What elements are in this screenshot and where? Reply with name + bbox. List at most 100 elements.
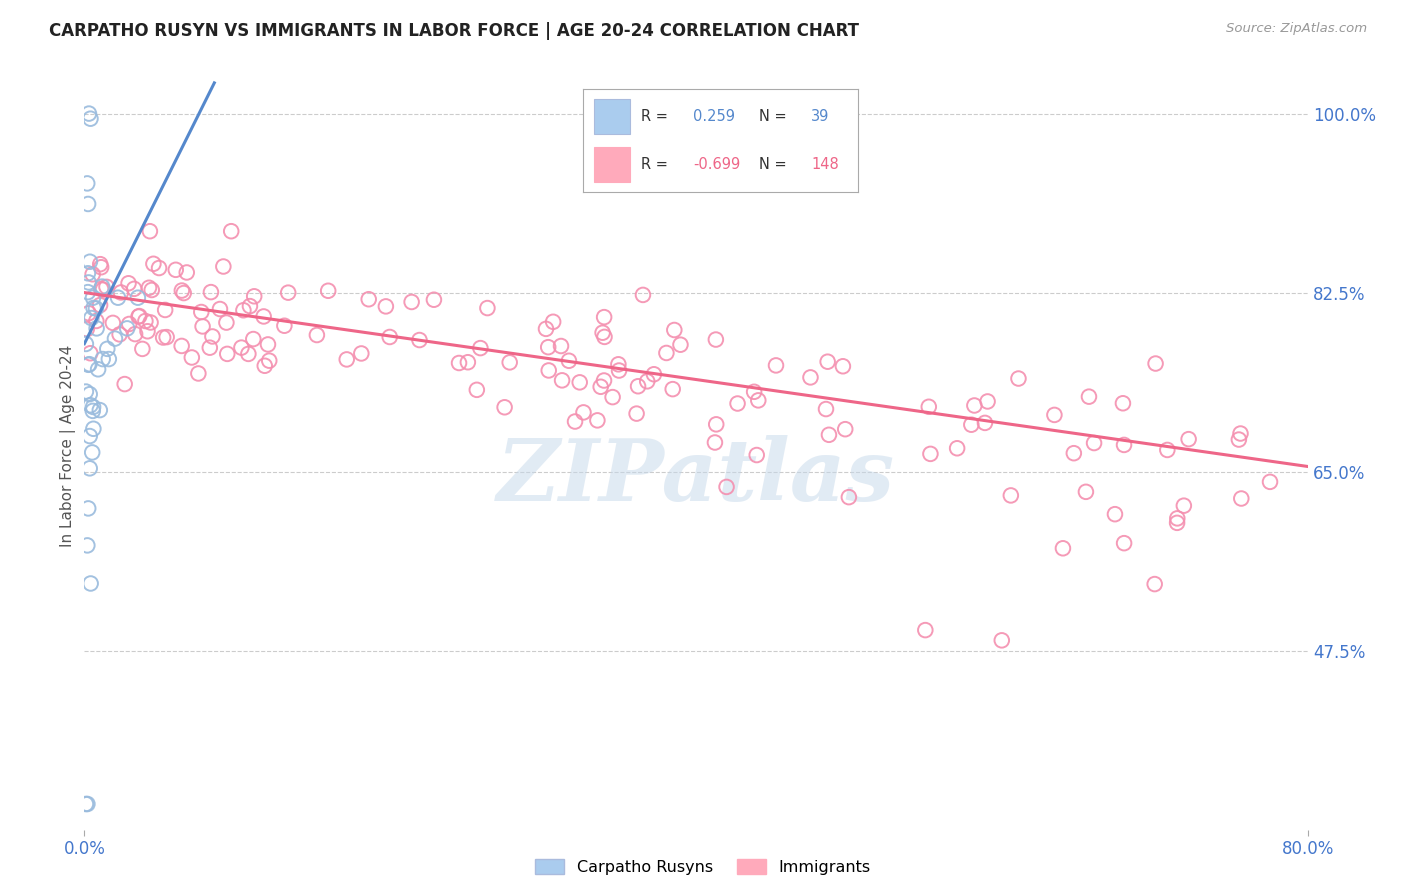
Point: [1230, 491, 1253, 506]
Point: [465, 383, 488, 397]
Point: [963, 399, 986, 413]
Point: [643, 368, 665, 382]
Point: [946, 442, 969, 456]
Point: [257, 353, 280, 368]
Point: [180, 351, 202, 365]
Point: [91, 352, 114, 367]
Point: [814, 402, 837, 417]
Point: [77, 197, 100, 211]
Point: [231, 341, 253, 355]
Point: [745, 448, 768, 462]
Point: [243, 289, 266, 303]
Point: [170, 339, 193, 353]
Point: [1229, 426, 1251, 441]
Point: [124, 327, 146, 342]
Point: [77, 358, 100, 372]
Point: [90, 282, 112, 296]
Point: [572, 405, 595, 419]
Point: [838, 490, 860, 504]
Point: [212, 260, 235, 274]
Point: [960, 417, 983, 432]
Point: [80, 311, 103, 326]
Point: [136, 324, 159, 338]
Point: [170, 284, 193, 298]
Point: [568, 376, 591, 390]
Point: [1166, 511, 1188, 525]
Point: [1078, 390, 1101, 404]
Point: [79, 576, 101, 591]
Point: [118, 317, 141, 331]
Point: [198, 341, 221, 355]
Point: [253, 359, 276, 373]
Point: [589, 380, 612, 394]
Text: N =: N =: [759, 110, 786, 124]
Point: [273, 318, 295, 333]
Point: [82, 445, 104, 459]
Point: [1007, 371, 1029, 385]
Point: [661, 382, 683, 396]
Point: [173, 286, 195, 301]
Point: [1143, 577, 1166, 591]
Point: [1112, 438, 1135, 452]
Point: [165, 262, 187, 277]
Point: [134, 314, 156, 328]
Text: R =: R =: [641, 157, 668, 171]
Text: N =: N =: [759, 157, 786, 171]
Point: [86, 314, 108, 328]
Point: [457, 355, 479, 369]
Text: 148: 148: [811, 157, 839, 171]
Point: [669, 337, 692, 351]
Point: [128, 309, 150, 323]
Point: [550, 339, 572, 353]
Point: [75, 337, 97, 351]
Point: [408, 333, 430, 347]
Point: [704, 333, 727, 347]
Point: [336, 352, 359, 367]
Point: [1156, 442, 1178, 457]
Point: [1258, 475, 1281, 489]
Y-axis label: In Labor Force | Age 20-24: In Labor Force | Age 20-24: [60, 345, 76, 547]
Text: CARPATHO RUSYN VS IMMIGRANTS IN LABOR FORCE | AGE 20-24 CORRELATION CHART: CARPATHO RUSYN VS IMMIGRANTS IN LABOR FO…: [49, 22, 859, 40]
Point: [534, 322, 557, 336]
Point: [208, 301, 231, 316]
Point: [920, 447, 942, 461]
Point: [217, 347, 239, 361]
Point: [277, 285, 299, 300]
Point: [82, 404, 104, 418]
Point: [219, 224, 242, 238]
Point: [83, 301, 105, 315]
Point: [716, 480, 738, 494]
Point: [1083, 436, 1105, 450]
Point: [79, 429, 101, 443]
Point: [82, 267, 104, 281]
Point: [1104, 507, 1126, 521]
Point: [91, 283, 114, 297]
Point: [77, 266, 100, 280]
Point: [727, 396, 749, 410]
Point: [89, 403, 111, 417]
Point: [914, 623, 936, 637]
Point: [122, 282, 145, 296]
Point: [378, 330, 401, 344]
Point: [128, 310, 150, 324]
Point: [77, 501, 100, 516]
Point: [499, 355, 522, 369]
Point: [1112, 396, 1135, 410]
Point: [818, 427, 841, 442]
Point: [834, 422, 856, 436]
Point: [84, 301, 107, 316]
Point: [747, 393, 769, 408]
Point: [79, 254, 101, 268]
Point: [305, 328, 328, 343]
Point: [90, 260, 112, 275]
Point: [477, 301, 499, 315]
Point: [127, 291, 149, 305]
Point: [108, 327, 131, 342]
Point: [82, 291, 104, 305]
Point: [201, 329, 224, 343]
Point: [142, 257, 165, 271]
Point: [115, 321, 138, 335]
Point: [1173, 499, 1195, 513]
Point: [96, 280, 118, 294]
Point: [316, 284, 339, 298]
